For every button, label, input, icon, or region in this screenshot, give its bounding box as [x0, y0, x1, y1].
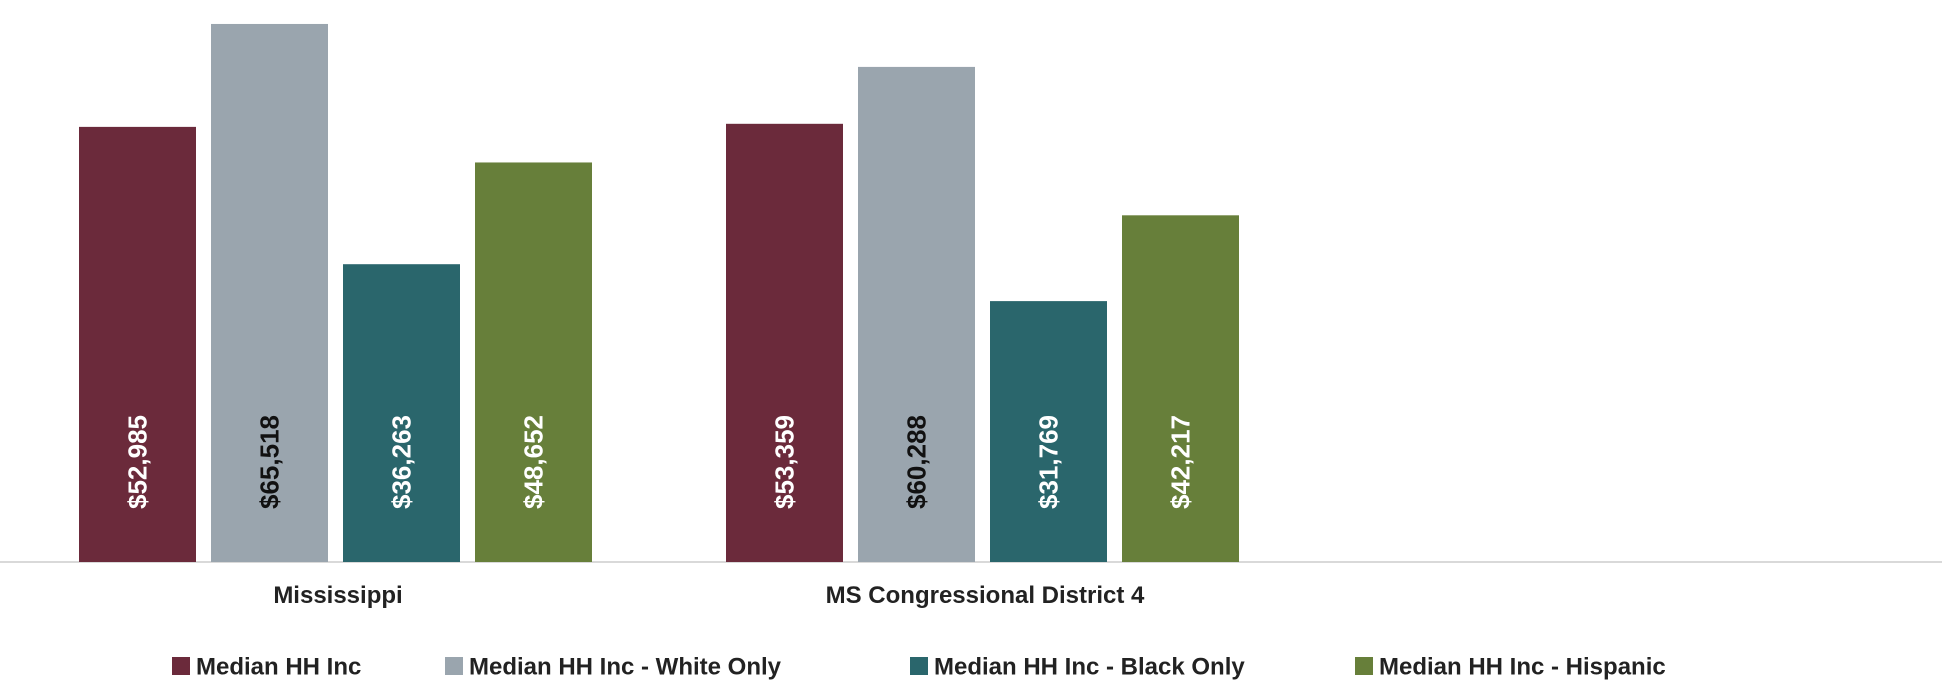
data-label-1-1: $60,288 — [902, 415, 932, 509]
data-label-1-0: $53,359 — [770, 415, 800, 509]
data-label-0-2: $36,263 — [387, 415, 417, 509]
data-label-1-3: $42,217 — [1166, 415, 1196, 509]
legend-label-0: Median HH Inc — [196, 654, 361, 681]
bar-0-2 — [343, 264, 460, 562]
legend-label-1: Median HH Inc - White Only — [469, 654, 782, 681]
category-label-1: MS Congressional District 4 — [826, 582, 1145, 609]
legend-swatch-1 — [445, 657, 463, 675]
data-label-0-3: $48,652 — [519, 415, 549, 509]
category-labels-layer: Mississippi MS Congressional District 4 — [273, 582, 1145, 609]
legend: Median HH Inc Median HH Inc - White Only M… — [172, 654, 1666, 681]
bars-layer — [79, 23, 1239, 563]
legend-swatch-0 — [172, 657, 190, 675]
data-labels-layer: $52,985 $65,518 $36,263 $48,652 $53,359 $60,2… — [123, 415, 1196, 509]
bar-1-1 — [858, 66, 975, 562]
data-label-0-0: $52,985 — [123, 415, 153, 509]
bar-1-3 — [1122, 215, 1239, 562]
bar-0-1 — [211, 23, 328, 562]
legend-swatch-3 — [1355, 657, 1373, 675]
bar-1-0 — [726, 123, 843, 563]
data-label-0-1: $65,518 — [255, 415, 285, 509]
legend-label-2: Median HH Inc - Black Only — [934, 654, 1245, 681]
legend-swatch-2 — [910, 657, 928, 675]
bar-0-3 — [475, 162, 592, 563]
category-label-0: Mississippi — [273, 582, 402, 609]
data-label-1-2: $31,769 — [1034, 415, 1064, 509]
bar-0-0 — [79, 126, 196, 562]
legend-label-3: Median HH Inc - Hispanic — [1379, 654, 1666, 681]
bar-1-2 — [990, 301, 1107, 562]
